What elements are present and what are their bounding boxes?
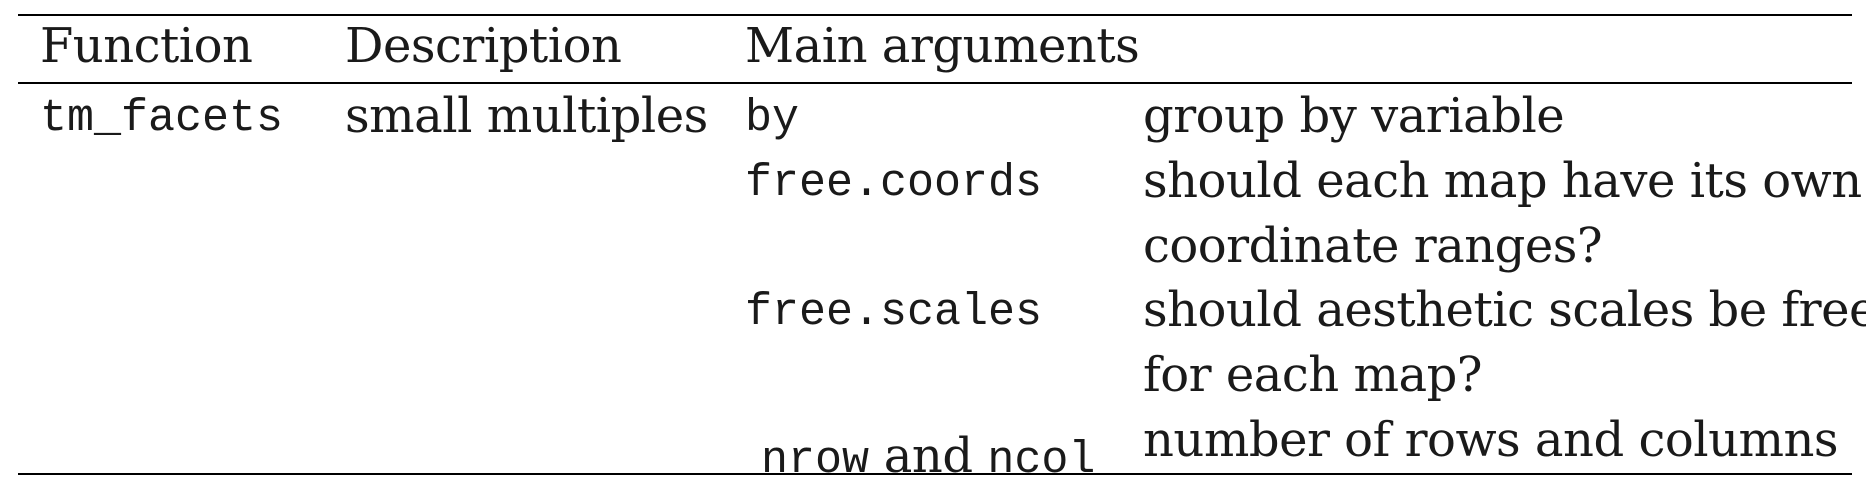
function-description: small multiples [345, 88, 708, 144]
header-main-arguments: Main arguments [745, 18, 1140, 74]
header-description: Description [345, 18, 622, 74]
argument-by: by [745, 93, 800, 144]
argument-by-description: group by variable [1143, 88, 1565, 144]
argument-nrow-ncol-description: number of rows and columns [1143, 412, 1839, 468]
argument-free-coords-description-line-2: coordinate ranges? [1143, 218, 1603, 274]
argument-nrow: nrow [761, 435, 870, 486]
argument-free-scales-description-line-2: for each map? [1143, 347, 1483, 403]
argument-free-scales-description-line-1: should aesthetic scales be free [1143, 282, 1866, 338]
argument-free-coords: free.coords [745, 158, 1043, 209]
header-function: Function [40, 18, 253, 74]
bottom-rule [18, 473, 1852, 475]
argument-nrow-ncol: nrow and ncol [745, 416, 1095, 499]
header-rule [18, 82, 1852, 84]
argument-free-coords-description-line-1: should each map have its own [1143, 153, 1862, 209]
argument-and-connector: and [869, 428, 988, 484]
function-name: tm_facets [40, 93, 284, 144]
argument-free-scales: free.scales [745, 287, 1043, 338]
top-rule [18, 14, 1852, 16]
argument-ncol: ncol [987, 435, 1096, 486]
